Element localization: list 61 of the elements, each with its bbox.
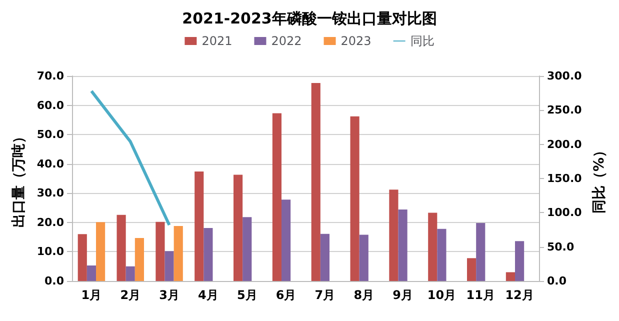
bar (350, 116, 360, 281)
bar (398, 210, 408, 281)
legend-label: 2021 (202, 34, 232, 48)
y2-tick-label: 100.0 (547, 206, 582, 220)
bar (134, 238, 144, 281)
y-tick-label: 30.0 (36, 186, 64, 200)
legend-label: 同比 (410, 34, 434, 48)
bar (86, 265, 96, 281)
chart-title: 2021-2023年磷酸一铵出口量对比图 (182, 10, 437, 28)
y-tick-label: 0.0 (44, 274, 64, 288)
legend-label: 2022 (271, 34, 302, 48)
bar (359, 234, 368, 281)
y-tick-label: 40.0 (36, 157, 64, 170)
y-tick-label: 50.0 (36, 128, 64, 142)
bar (428, 212, 438, 281)
bar (272, 113, 282, 281)
bar (389, 190, 398, 281)
bar (96, 222, 106, 281)
bar (476, 223, 486, 281)
bar (116, 214, 126, 281)
x-tick-label: 12月 (505, 288, 534, 302)
x-tick-label: 9月 (392, 288, 413, 302)
y2-tick-label: 300.0 (547, 70, 582, 82)
bar (282, 200, 291, 281)
bar (204, 228, 213, 281)
y2-tick-label: 0.0 (547, 274, 567, 288)
y-tick-label: 60.0 (36, 98, 64, 112)
x-tick-label: 1月 (81, 288, 102, 302)
bar (515, 241, 524, 281)
y-axis-title: 出口量（万吨） (10, 130, 27, 228)
bar (164, 251, 174, 281)
bar (194, 171, 204, 281)
bar (506, 272, 515, 281)
y2-axis-title: 同比（%） (592, 143, 608, 214)
bar (78, 234, 87, 281)
y2-tick-label: 50.0 (547, 240, 574, 254)
x-tick-label: 4月 (198, 288, 218, 302)
x-tick-label: 5月 (236, 288, 258, 302)
y-tick-label: 70.0 (36, 70, 64, 82)
bar (320, 234, 330, 281)
bar (311, 83, 320, 281)
x-tick-label: 11月 (466, 288, 495, 302)
bar (156, 222, 165, 281)
x-tick-label: 6月 (276, 288, 296, 302)
x-tick-label: 8月 (354, 288, 374, 302)
bar (467, 258, 476, 281)
y-tick-label: 20.0 (36, 216, 64, 229)
legend-label: 2023 (340, 34, 372, 48)
bar (174, 226, 183, 281)
y2-tick-label: 200.0 (547, 138, 582, 151)
x-tick-label: 10月 (427, 288, 456, 302)
y2-tick-label: 250.0 (547, 104, 582, 117)
bar (126, 266, 135, 281)
y2-tick-label: 150.0 (547, 172, 582, 185)
x-tick-label: 2月 (120, 288, 141, 302)
bar (437, 228, 446, 281)
bar (242, 217, 252, 281)
bar (234, 174, 243, 281)
x-tick-label: 7月 (314, 288, 336, 302)
x-tick-label: 3月 (159, 288, 180, 302)
y-tick-label: 10.0 (36, 245, 64, 258)
